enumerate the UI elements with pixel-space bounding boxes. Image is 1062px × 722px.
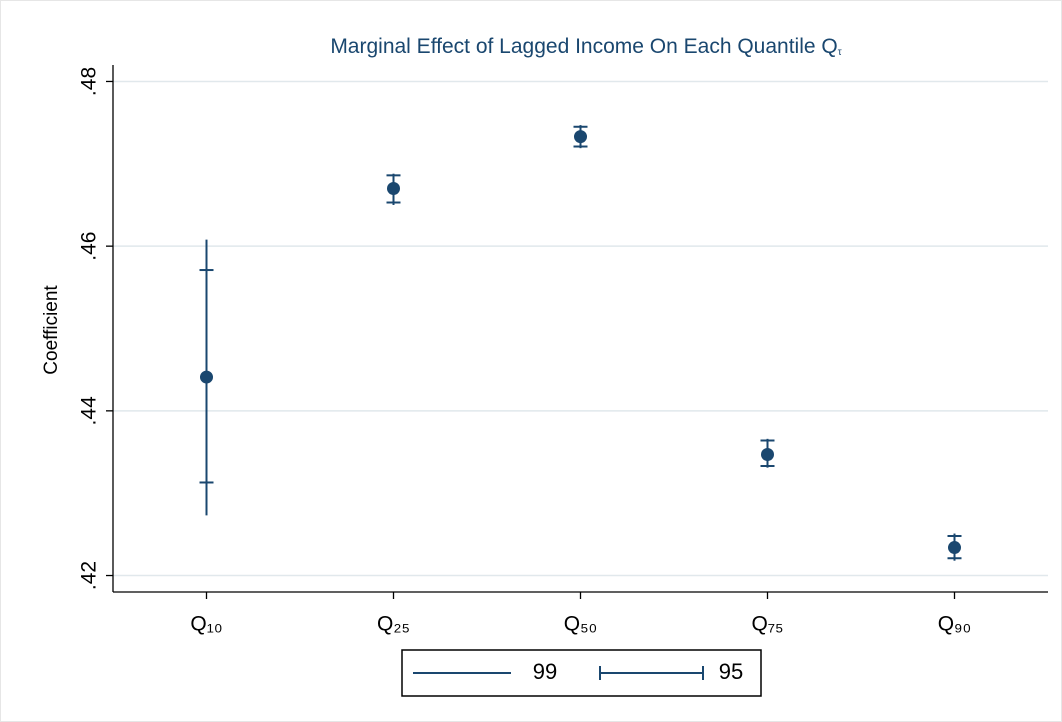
point [761, 447, 774, 461]
y-tick-label: .44 [78, 396, 101, 426]
x-tick-label: Q₂₅ [377, 613, 410, 636]
title-main: Marginal Effect of Lagged Income On Each… [330, 35, 837, 58]
x-tick-label: Q₅₀ [564, 613, 598, 636]
y-tick-label: .46 [78, 232, 101, 261]
y-axis-label: Coefficient [41, 285, 62, 375]
point [200, 370, 213, 384]
x-tick-label: Q₉₀ [938, 613, 971, 636]
legend-label: 95 [719, 659, 743, 684]
chart-title: Marginal Effect of Lagged Income On Each… [330, 35, 841, 58]
x-tick-label: Q₇₅ [751, 613, 783, 636]
point [387, 182, 400, 196]
legend-label: 99 [533, 659, 557, 684]
x-tick-label: Q₁₀ [190, 613, 222, 636]
point [574, 130, 587, 144]
y-tick-label: .48 [78, 67, 101, 96]
y-tick-label: .42 [78, 561, 101, 590]
point [948, 541, 961, 555]
title-subscript: τ [838, 47, 842, 58]
